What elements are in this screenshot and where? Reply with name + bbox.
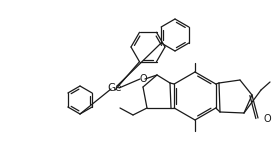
Text: O: O — [263, 114, 271, 124]
Text: O: O — [139, 74, 147, 84]
Text: Ge: Ge — [108, 83, 122, 93]
